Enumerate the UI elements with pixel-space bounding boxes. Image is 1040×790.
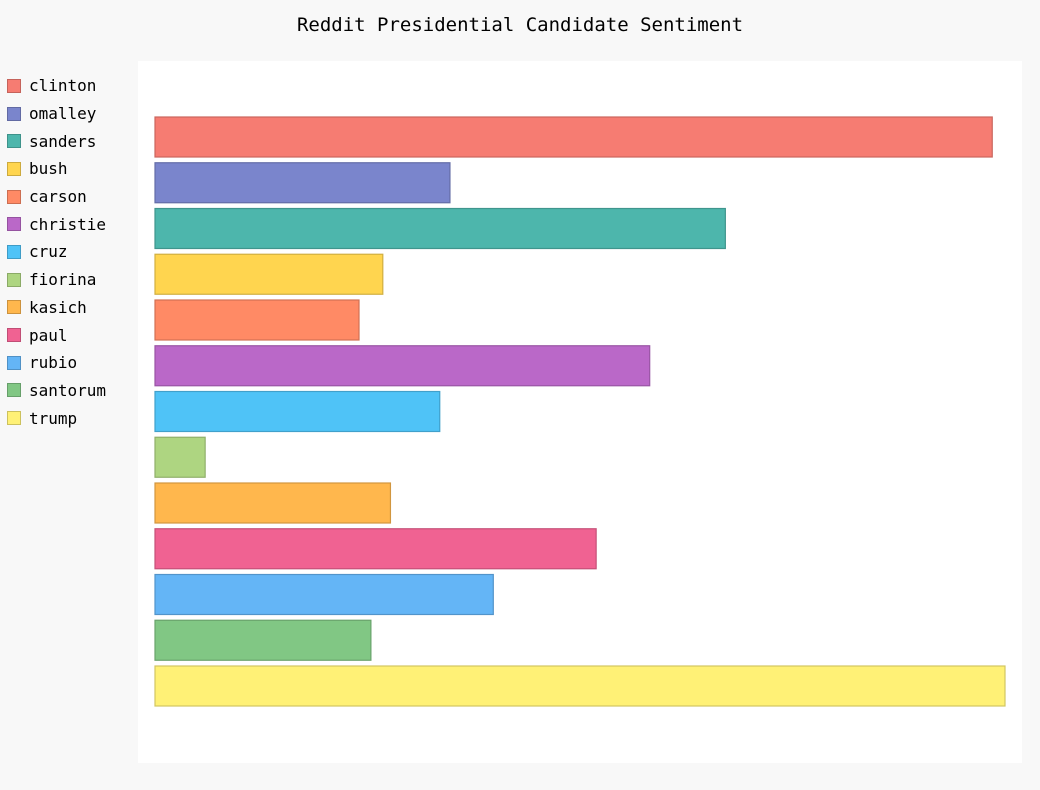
legend-label: christie (29, 214, 107, 234)
legend-swatch (7, 217, 21, 232)
bar-carson[interactable] (154, 299, 360, 341)
legend-swatch (7, 272, 21, 287)
bar-christie[interactable] (154, 345, 651, 387)
bar-chart-svg (154, 116, 1006, 707)
legend-item-kasich[interactable]: kasich (7, 294, 106, 322)
legend-label: fiorina (29, 270, 97, 290)
bar-fiorina[interactable] (154, 436, 206, 478)
legend-label: carson (29, 187, 87, 207)
legend-label: bush (29, 159, 68, 179)
legend: clinton omalley sanders bush carson christie c… (7, 72, 106, 432)
bar-sanders[interactable] (154, 207, 726, 250)
legend-swatch (7, 161, 21, 176)
legend-label: omalley (29, 104, 97, 124)
legend-item-bush[interactable]: bush (7, 155, 106, 183)
legend-item-clinton[interactable]: clinton (7, 72, 106, 100)
legend-item-christie[interactable]: christie (7, 210, 106, 238)
legend-label: cruz (29, 242, 68, 262)
legend-swatch (7, 411, 21, 426)
bar-rubio[interactable] (154, 573, 494, 616)
bar-trump[interactable] (154, 665, 1006, 707)
legend-label: paul (29, 325, 68, 345)
legend-item-sanders[interactable]: sanders (7, 127, 106, 155)
legend-swatch (7, 355, 21, 370)
legend-label: sanders (29, 131, 97, 151)
legend-label: rubio (29, 353, 78, 373)
legend-label: santorum (29, 380, 107, 400)
chart-title: Reddit Presidential Candidate Sentiment (296, 14, 744, 36)
legend-label: clinton (29, 76, 97, 96)
legend-swatch (7, 328, 21, 343)
legend-label: kasich (29, 297, 87, 317)
legend-swatch (7, 383, 21, 398)
legend-item-rubio[interactable]: rubio (7, 349, 106, 377)
legend-item-paul[interactable]: paul (7, 321, 106, 349)
legend-item-trump[interactable]: trump (7, 404, 106, 432)
plot-area (138, 61, 1022, 763)
legend-label: trump (29, 408, 78, 428)
legend-item-fiorina[interactable]: fiorina (7, 266, 106, 294)
legend-swatch (7, 106, 21, 121)
legend-swatch (7, 134, 21, 149)
bar-santorum[interactable] (154, 619, 372, 661)
legend-swatch (7, 244, 21, 259)
bar-bush[interactable] (154, 253, 384, 295)
bar-kasich[interactable] (154, 482, 392, 524)
legend-item-santorum[interactable]: santorum (7, 377, 106, 405)
legend-item-carson[interactable]: carson (7, 183, 106, 211)
bar-omalley[interactable] (154, 162, 451, 204)
legend-swatch (7, 78, 21, 93)
bar-cruz[interactable] (154, 390, 441, 433)
legend-swatch (7, 300, 21, 315)
bar-paul[interactable] (154, 528, 597, 570)
legend-item-omalley[interactable]: omalley (7, 100, 106, 128)
legend-item-cruz[interactable]: cruz (7, 238, 106, 266)
legend-swatch (7, 189, 21, 204)
bar-clinton[interactable] (154, 116, 993, 158)
